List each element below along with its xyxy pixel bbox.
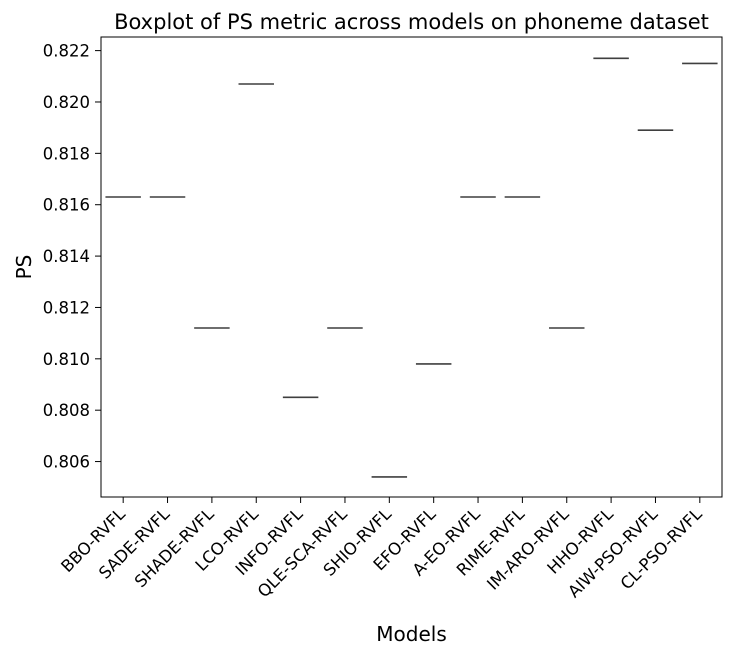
x-axis: BBO-RVFLSADE-RVFLSHADE-RVFLLCO-RVFLINFO-… [57,497,706,601]
y-tick-label: 0.812 [43,298,90,317]
y-tick-label: 0.806 [43,453,90,472]
y-tick-label: 0.816 [43,196,90,215]
y-axis: 0.806 0.808 0.810 0.812 0.814 0.816 0.818 0.820… [43,42,101,472]
box-series [105,57,718,478]
x-axis-label: Models [376,622,446,646]
y-tick-label: 0.822 [43,42,90,61]
chart-title: Boxplot of PS metric across models on ph… [114,10,709,34]
plot-area-frame [100,36,723,498]
y-tick-label: 0.810 [43,350,90,369]
y-tick-label: 0.820 [43,93,90,112]
y-tick-label: 0.808 [43,401,90,420]
y-tick-label: 0.814 [43,247,90,266]
y-tick-label: 0.818 [43,144,90,163]
y-axis-label: PS [12,255,36,280]
